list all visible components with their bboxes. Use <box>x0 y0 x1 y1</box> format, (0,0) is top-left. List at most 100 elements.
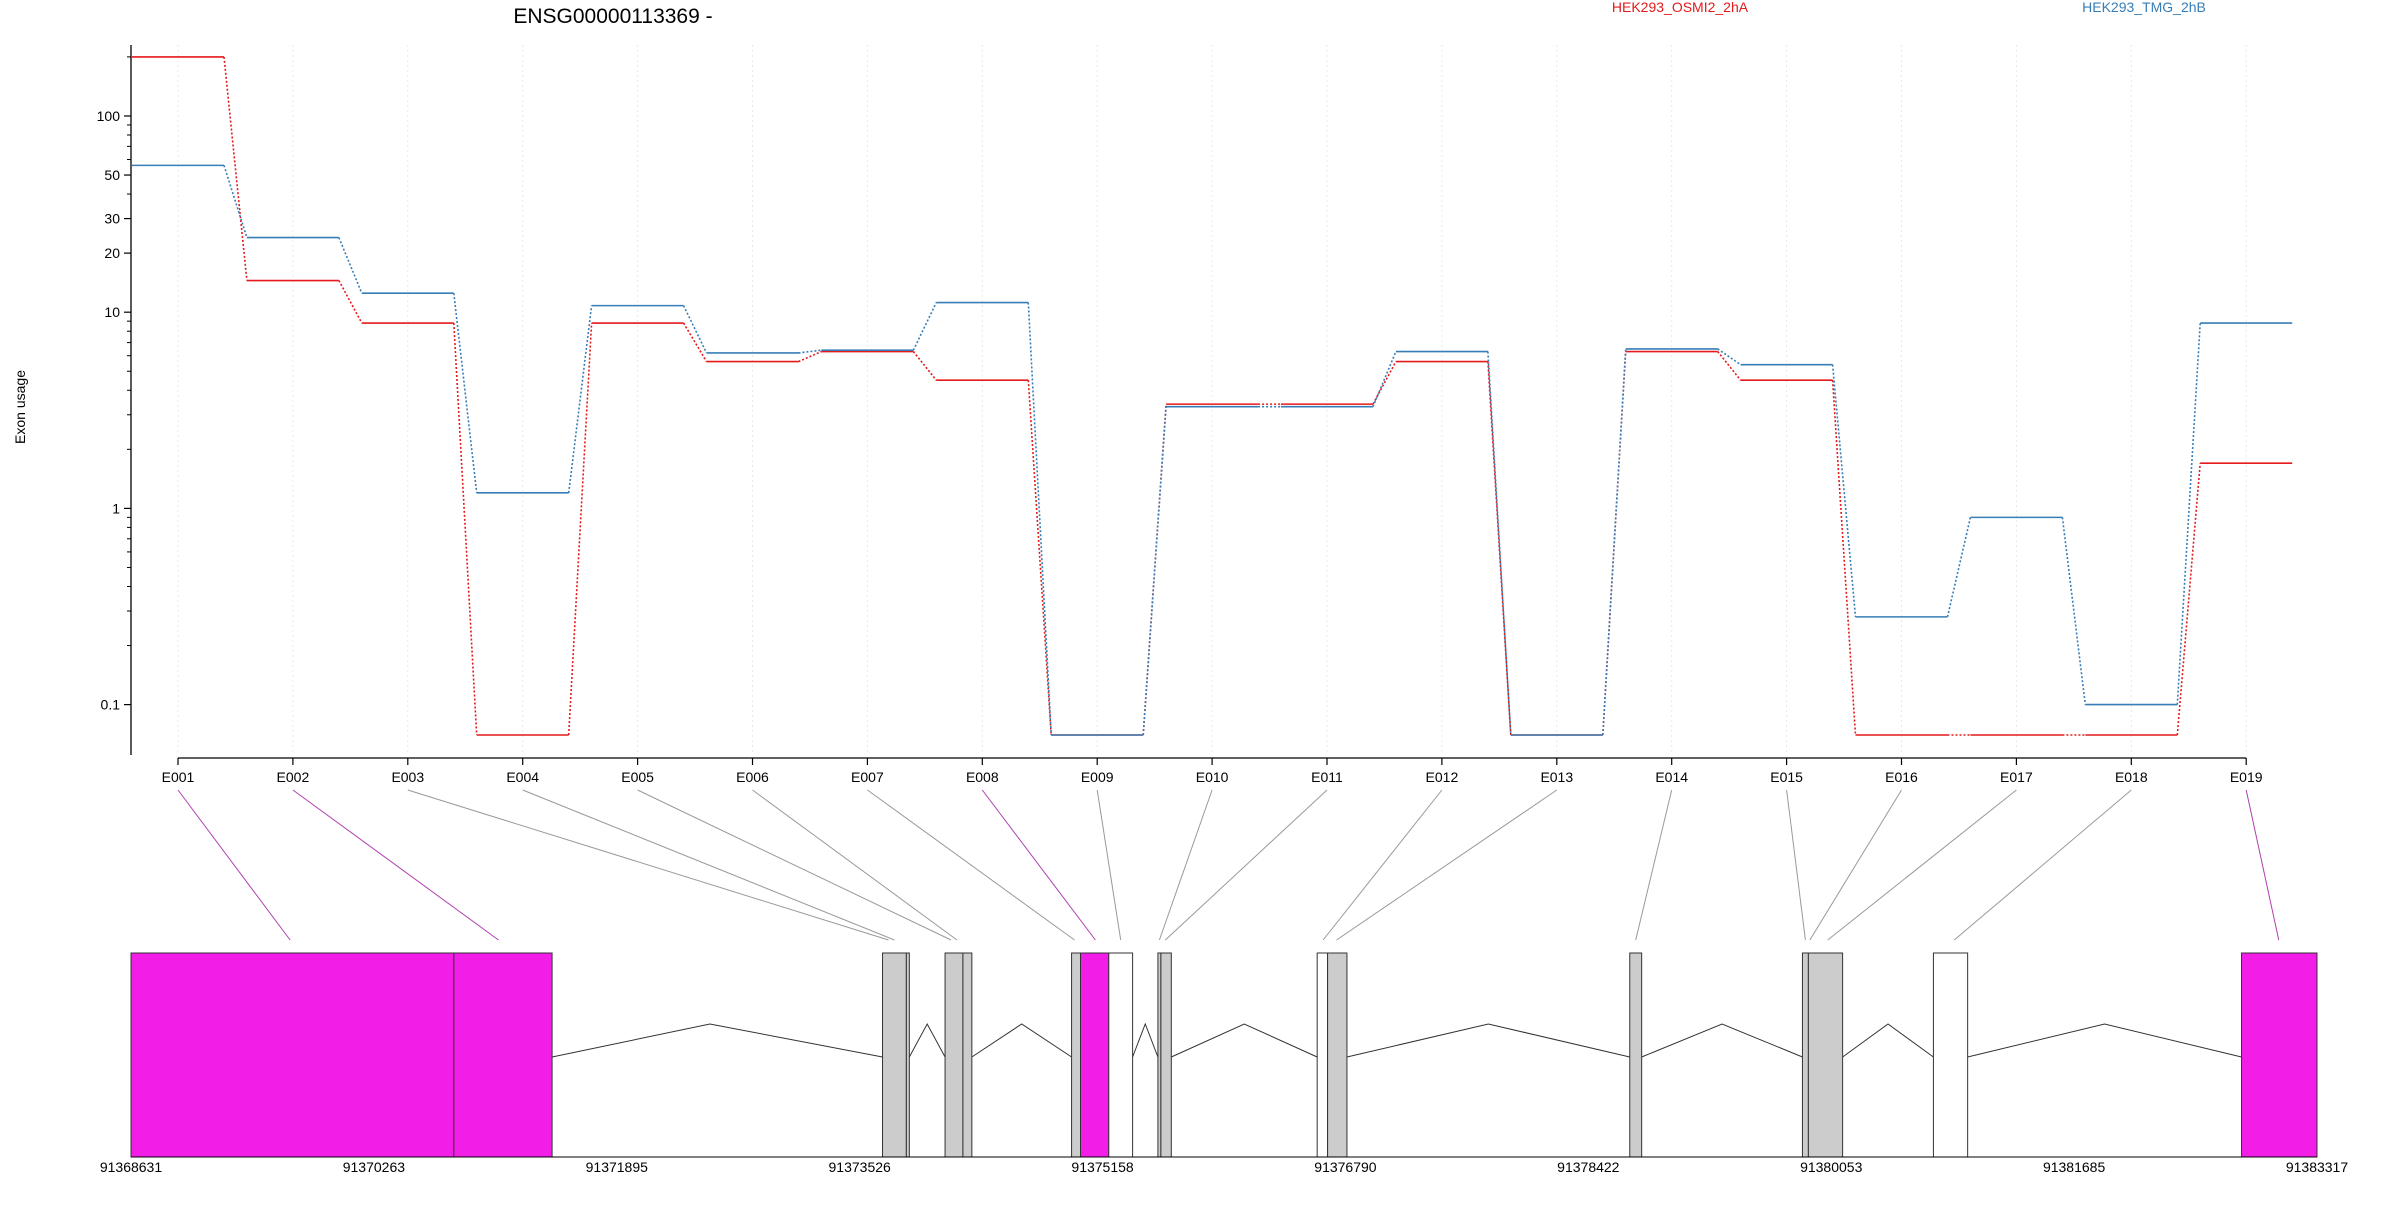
y-axis: 0.1 1 10 20 30 50 100 <box>97 45 132 755</box>
connector-line <box>1809 789 1902 941</box>
intron-line <box>971 1023 1072 1058</box>
exon-block <box>1801 952 1809 1158</box>
series-connector <box>798 350 822 363</box>
series-connector <box>682 305 708 354</box>
x-tick-label: E008 <box>966 769 999 785</box>
connector-line <box>867 789 1075 941</box>
exon-block <box>1071 952 1082 1158</box>
exon-block <box>905 952 910 1158</box>
x-tick-label: E015 <box>1770 769 1803 785</box>
exon-block <box>1932 952 1969 1158</box>
y-tick-label: 50 <box>104 167 120 183</box>
exon-connectors <box>177 789 2280 941</box>
chart-title: ENSG00000113369 - <box>513 5 712 28</box>
series-connector <box>453 323 478 736</box>
x-tick-label: E018 <box>2115 769 2148 785</box>
series-connector <box>1602 348 1627 736</box>
series-line <box>132 164 2293 736</box>
exon-block <box>882 952 907 1158</box>
connector-line <box>1786 789 1806 941</box>
y-tick-label: 20 <box>104 245 120 261</box>
series-connector <box>453 293 478 493</box>
series-connector <box>338 280 363 324</box>
series-connector <box>1142 406 1167 736</box>
connector-line <box>1165 789 1328 941</box>
y-tick-label: 30 <box>104 211 120 227</box>
x-tick-label: E001 <box>162 769 195 785</box>
intron-line <box>908 1022 946 1058</box>
exon-block <box>1807 952 1844 1158</box>
exon-block <box>1108 952 1134 1158</box>
series-connector <box>567 323 593 736</box>
series-connector <box>912 302 938 351</box>
series-connector <box>1027 302 1052 736</box>
gene-model: 91368631 91370263 91371895 91373526 91375158… <box>100 952 2349 1175</box>
intron-line <box>551 1023 883 1058</box>
series-connector <box>1717 348 1742 366</box>
exon-block <box>2241 952 2318 1158</box>
coordinate-label: 91373526 <box>829 1159 892 1175</box>
exon-block <box>1629 952 1643 1158</box>
x-tick-label: E005 <box>621 769 654 785</box>
exon-block <box>130 952 455 1158</box>
series-connector <box>1831 380 1857 736</box>
coordinate-label: 91376790 <box>1314 1159 1377 1175</box>
connector-line <box>177 789 291 941</box>
x-tick-label: E006 <box>736 769 769 785</box>
coordinate-label: 91383317 <box>2286 1159 2349 1175</box>
x-tick-label: E011 <box>1311 769 1343 785</box>
x-tick-label: E016 <box>1885 769 1918 785</box>
exon-block <box>1327 952 1348 1158</box>
x-tick-label: E017 <box>2000 769 2033 785</box>
intron-line <box>1346 1023 1630 1058</box>
coordinate-label: 91381685 <box>2043 1159 2106 1175</box>
connector-line <box>2245 789 2280 941</box>
legend-entry: HEK293_TMG_2hB <box>2082 0 2206 15</box>
x-tick-label: E010 <box>1196 769 1229 785</box>
y-tick-label: 100 <box>97 108 121 124</box>
connector-line <box>1953 789 2132 941</box>
exon-block <box>1160 952 1172 1158</box>
series-connector <box>1487 351 1512 736</box>
connector-line <box>981 789 1096 941</box>
connector-line <box>1635 789 1673 941</box>
intron-line <box>1641 1023 1803 1058</box>
series-connector <box>682 322 708 363</box>
y-tick-label: 0.1 <box>101 697 121 713</box>
x-tick-label: E002 <box>277 769 310 785</box>
exon-block <box>962 952 973 1158</box>
x-axis: E001 E002 E003 E004 E005 E006 E007 E008 E009 E010… <box>162 757 2263 785</box>
exon-block <box>453 952 553 1158</box>
exon-block <box>1316 952 1329 1158</box>
connector-line <box>637 789 952 941</box>
x-tick-label: E019 <box>2230 769 2263 785</box>
series-connector <box>2176 463 2201 736</box>
series-connector <box>1372 361 1397 405</box>
intron-line <box>1171 1023 1318 1058</box>
intron-line <box>1132 1022 1159 1058</box>
x-tick-label: E014 <box>1655 769 1688 785</box>
connector-line <box>292 789 499 941</box>
coordinate-label: 91375158 <box>1071 1159 1134 1175</box>
connector-line <box>1158 789 1213 941</box>
x-tick-label: E012 <box>1426 769 1459 785</box>
series-connector <box>1946 517 1972 618</box>
x-tick-label: E013 <box>1540 769 1573 785</box>
coordinate-label: 91380053 <box>1800 1159 1863 1175</box>
x-tick-label: E007 <box>851 769 884 785</box>
connector-line <box>1336 789 1558 941</box>
coordinate-label: 91368631 <box>100 1159 163 1175</box>
y-tick-label: 1 <box>112 500 120 516</box>
coordinate-label: 91378422 <box>1557 1159 1620 1175</box>
vertical-grid <box>177 45 2247 755</box>
connector-line <box>522 789 895 941</box>
legend-entry: HEK293_OSMI2_2hA <box>1612 0 1749 15</box>
series-lines <box>132 56 2293 736</box>
connector-line <box>1827 789 2017 941</box>
intron-line <box>1967 1023 2242 1058</box>
exon-block <box>944 952 964 1158</box>
series-connector <box>2061 517 2087 705</box>
series-connector <box>1372 351 1397 407</box>
intron-line <box>1842 1023 1934 1058</box>
